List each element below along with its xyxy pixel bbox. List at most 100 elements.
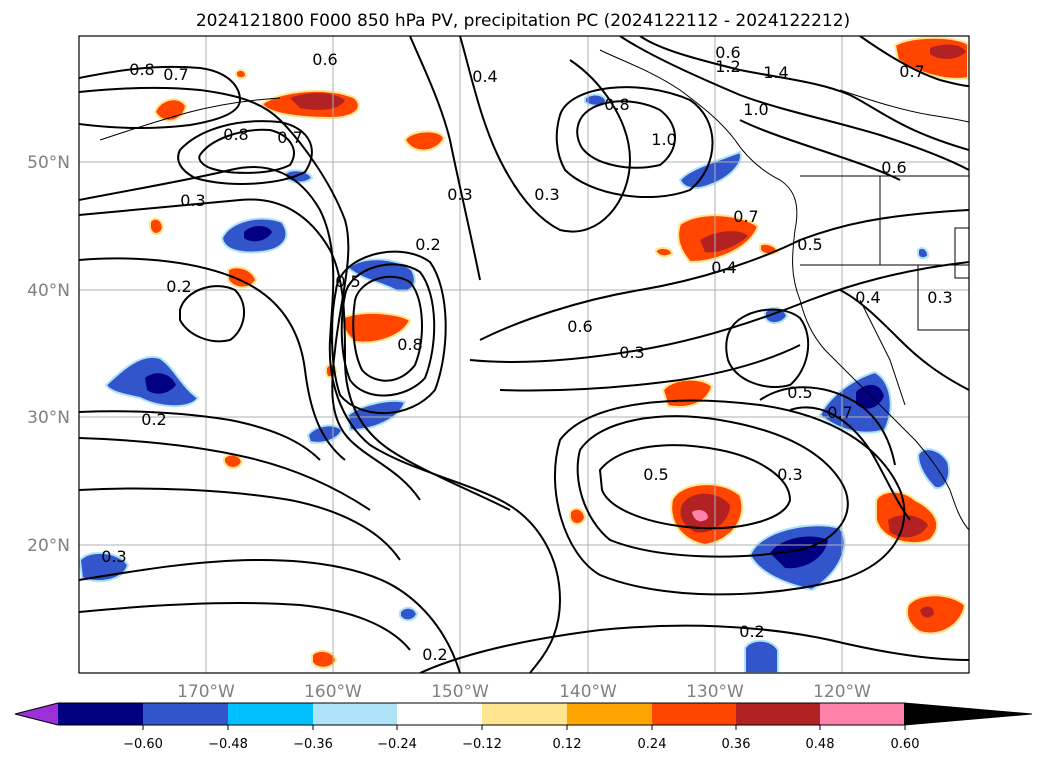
lat-tick-label: 50°N (27, 153, 70, 173)
contour-label: 0.5 (787, 383, 812, 402)
precip-blob (920, 606, 934, 618)
contour-line (555, 86, 714, 199)
precip-blob (223, 453, 244, 469)
precip-positive (149, 36, 969, 669)
contour-label: 0.3 (619, 343, 644, 362)
colorbar-ticks: −0.60 −0.48 −0.36 −0.24 −0.12 0.12 0.24 … (123, 725, 919, 752)
contour-label: 0.2 (415, 235, 440, 254)
lon-tick-label: 120°W (813, 682, 871, 702)
contour-label: 1.0 (743, 100, 768, 119)
lat-tick-label: 30°N (27, 408, 70, 428)
precip-blob (244, 226, 272, 242)
contour-label: 0.7 (733, 207, 758, 226)
precip-blob (856, 384, 884, 409)
contour-line (739, 119, 901, 181)
contour-line (177, 120, 313, 185)
precip-blob (692, 510, 708, 522)
contour-label: 0.7 (277, 128, 302, 147)
lat-tick-label: 40°N (27, 281, 70, 301)
colorbar-tick-label: 0.36 (722, 737, 751, 752)
colorbar-segment (58, 703, 144, 725)
contour-line (79, 65, 242, 129)
precip-shading (79, 36, 969, 673)
contour-line (499, 344, 801, 392)
lon-tick-label: 140°W (559, 682, 617, 702)
contour-label: 0.8 (397, 335, 422, 354)
colorbar-tick-label: −0.12 (462, 737, 502, 752)
precip-blob (149, 217, 165, 235)
contour-line (409, 36, 481, 281)
contour-line (479, 209, 969, 341)
coastline (859, 299, 906, 406)
contour-line (759, 386, 896, 466)
contour-label: 0.5 (643, 465, 668, 484)
contour-label: 0.7 (163, 65, 188, 84)
contour-line (79, 165, 562, 673)
contour-label: 0.3 (447, 185, 472, 204)
colorbar-tick-label: −0.24 (377, 737, 417, 752)
contour-line (553, 399, 906, 596)
contour-label: 1.0 (651, 130, 676, 149)
map-frame (78, 35, 970, 674)
contour-label: 0.6 (567, 317, 592, 336)
contour-label: 0.6 (881, 158, 906, 177)
contour-label: 0.5 (335, 272, 360, 291)
contour-label: 0.6 (715, 43, 740, 62)
map-panel: 0.8 0.7 0.6 0.4 1.2 1.4 0.8 1.0 1.0 0.6 … (78, 35, 970, 674)
colorbar-segment (736, 703, 822, 725)
contour-line (330, 250, 447, 415)
precip-blob (569, 507, 587, 525)
precip-blob (235, 68, 248, 80)
contour-label: 0.8 (223, 125, 248, 144)
pv-contours (79, 36, 969, 673)
contour-line (198, 128, 295, 174)
contour-line (859, 36, 969, 87)
lon-tick-label: 130°W (686, 682, 744, 702)
colorbar-tick-label: 0.24 (638, 737, 667, 752)
contour-label: 0.8 (604, 95, 629, 114)
colorbar-tick-label: 0.60 (891, 737, 920, 752)
precip-blob (917, 247, 930, 260)
contour-line (79, 410, 321, 461)
colorbar-segment (482, 703, 568, 725)
precip-blob (905, 594, 967, 635)
contour-label: 0.2 (422, 645, 447, 664)
precip-blob (145, 373, 176, 394)
contour-line (79, 558, 461, 673)
contour-line (79, 437, 371, 511)
contour-label: 0.2 (739, 622, 764, 641)
contour-labels: 0.8 0.7 0.6 0.4 1.2 1.4 0.8 1.0 1.0 0.6 … (101, 43, 952, 664)
colorbar-segment (313, 703, 398, 725)
contour-label: 0.3 (534, 185, 559, 204)
lon-tick-label: 150°W (431, 682, 489, 702)
contour-label: 0.4 (855, 288, 880, 307)
contour-line (576, 415, 849, 558)
contour-line (459, 36, 632, 233)
contour-label: 0.2 (166, 277, 191, 296)
coastlines (99, 49, 969, 531)
colorbar-tick-label: −0.60 (123, 737, 163, 752)
contour-line (79, 86, 421, 501)
precip-blob (403, 130, 446, 152)
contour-label: 0.3 (927, 288, 952, 307)
contour-label: 0.7 (899, 62, 924, 81)
state-borders (800, 175, 969, 331)
contour-label: 0.3 (777, 465, 802, 484)
colorbar-segment (143, 703, 229, 725)
colorbar-tick-label: 0.48 (806, 737, 835, 752)
precip-blob (227, 266, 258, 289)
colorbar-segment (228, 703, 314, 725)
lon-tick-label: 160°W (304, 682, 362, 702)
map-background (79, 36, 969, 673)
contour-line (79, 257, 346, 461)
colorbar-segment (820, 703, 905, 725)
latitude-ticks: 50°N 40°N 30°N 20°N (27, 153, 70, 556)
precip-blob (916, 448, 951, 490)
contour-label: 0.4 (472, 67, 497, 86)
colorbar-tick-label: −0.36 (293, 737, 333, 752)
longitude-ticks: 170°W 160°W 150°W 140°W 130°W 120°W (177, 682, 871, 702)
contour-line (789, 406, 911, 521)
contour-line (352, 275, 423, 382)
precip-blob (744, 639, 779, 673)
